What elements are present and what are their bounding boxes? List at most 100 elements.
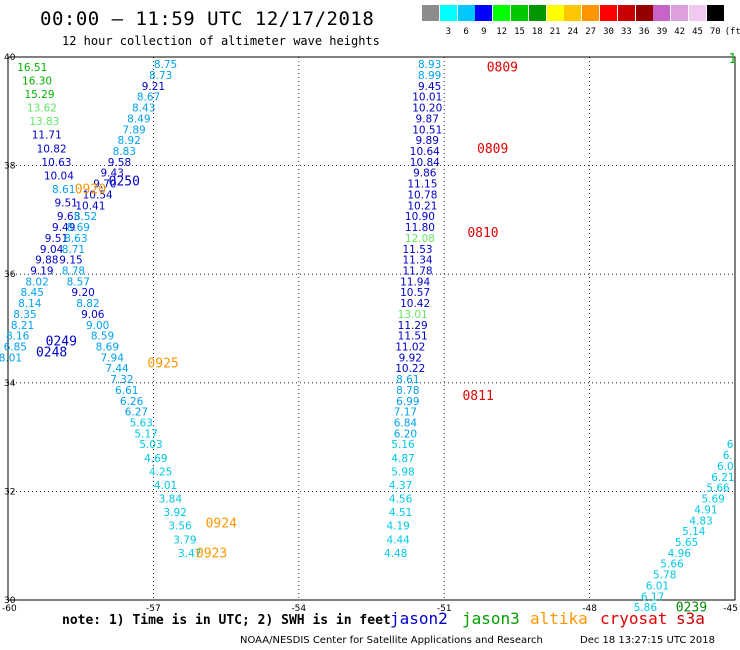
wave-height-value: 9.58: [108, 157, 131, 169]
wave-height-value: 7.89: [122, 124, 145, 136]
wave-height-value: 16.51: [17, 62, 47, 74]
wave-height-value: 4.83: [689, 515, 712, 527]
wave-height-value: 13.83: [29, 116, 59, 128]
wave-height-value: 9.87: [416, 113, 439, 125]
wave-height-value: 16.30: [22, 75, 52, 87]
wave-height-value: 12.08: [405, 233, 435, 245]
wave-height-value: 8.61: [52, 184, 75, 196]
wave-height-value: 10.41: [75, 200, 105, 212]
lon-axis-label: -45: [723, 604, 738, 614]
legend-tick-label: 70: [709, 27, 721, 37]
wave-height-value: 6: [727, 439, 734, 451]
wave-height-value: 5.78: [653, 570, 676, 582]
wave-height-value: 5.65: [675, 537, 698, 549]
wave-height-value: 8.69: [67, 222, 90, 234]
wave-height-value: 6.: [723, 450, 733, 462]
legend-tick-label: 42: [674, 27, 686, 37]
wave-height-value: 8.45: [21, 287, 44, 299]
wave-height-value: 8.16: [6, 331, 30, 343]
lon-axis-label: -54: [291, 604, 306, 614]
wave-height-value: 3.79: [173, 534, 196, 546]
wave-height-value: 8.73: [149, 70, 172, 82]
wave-height-value: 10.78: [407, 189, 437, 201]
wave-height-value: 11.94: [400, 276, 430, 288]
lat-axis-label: 30: [4, 596, 16, 606]
legend-swatch: [653, 5, 671, 21]
legend-swatch: [493, 5, 511, 21]
lon-axis-label: -51: [437, 604, 452, 614]
wave-height-value: 8.14: [18, 298, 42, 310]
wave-height-value: 5.98: [391, 466, 414, 478]
wave-height-value: 10.01: [412, 92, 442, 104]
wave-height-value: 11.34: [403, 255, 433, 267]
wave-height-value: 5.86: [634, 602, 658, 614]
pass-time-label: 0924: [206, 516, 237, 531]
wave-height-value: 4.19: [386, 521, 409, 533]
wave-height-value: 11.53: [403, 244, 433, 256]
pass-time-label: 0809: [477, 142, 508, 157]
wave-height-value: 3.56: [168, 521, 192, 533]
wave-height-value: 6.26: [120, 396, 144, 408]
wave-height-value: 6.84: [394, 418, 418, 430]
wave-height-value: 11.29: [398, 320, 428, 332]
wave-height-value: 4.51: [389, 507, 412, 519]
pass-time-label: 0248: [36, 345, 67, 360]
legend-swatch: [600, 5, 617, 21]
wave-height-value: 9.06: [81, 309, 105, 321]
wave-height-value: 8.35: [13, 309, 36, 321]
wave-height-value: 4.96: [668, 548, 692, 560]
legend-swatch: [546, 5, 564, 21]
legend-swatch: [475, 5, 493, 21]
wave-height-value: 10.63: [41, 157, 71, 169]
satellite-key-item: s3a: [676, 609, 705, 628]
legend-tick-label: 24: [567, 27, 579, 37]
lat-axis-label: 32: [4, 487, 15, 497]
wave-height-value: 3.84: [159, 494, 183, 506]
lat-axis-label: 38: [4, 162, 16, 172]
legend-tick-label: 27: [585, 27, 597, 37]
wave-height-value: 10.21: [407, 200, 437, 212]
timestamp-text: Dec 18 13:27:15 UTC 2018: [580, 635, 715, 646]
wave-height-value: 9.51: [54, 198, 77, 210]
wave-height-value: 9.51: [45, 233, 68, 245]
legend-swatch: [528, 5, 546, 21]
wave-height-value: 9.88: [35, 255, 58, 267]
wave-height-value: 8.63: [64, 233, 87, 245]
wave-height-value: 10.04: [44, 170, 74, 182]
wave-height-value: 9.89: [416, 135, 439, 147]
wave-height-value: 8.02: [25, 276, 48, 288]
wave-height-value: 6.61: [115, 385, 138, 397]
wave-height-value: 10.22: [395, 363, 425, 375]
wave-height-value: 5.66: [660, 559, 684, 571]
wave-height-value: 9.70: [93, 179, 116, 191]
pass-time-label: 1: [729, 52, 737, 67]
wave-height-value: 10.64: [410, 146, 440, 158]
wave-height-value: 10.57: [400, 287, 430, 299]
wave-height-value: 5.69: [701, 494, 724, 506]
wave-height-value: 11.02: [395, 342, 425, 354]
wave-height-value: 9.92: [399, 352, 422, 364]
wave-height-value: 10.90: [405, 211, 435, 223]
pass-time-label: 0809: [487, 60, 518, 75]
pass-time-label: 0920: [75, 183, 106, 198]
wave-height-value: 6.01: [646, 580, 669, 592]
wave-height-value: 9.21: [142, 81, 165, 93]
wave-height-value: 4.87: [391, 453, 414, 465]
legend-tick-label: 12: [496, 27, 508, 37]
wave-height-value: 9.00: [86, 320, 109, 332]
wave-height-value: 9.04: [40, 244, 64, 256]
wave-height-value: 8.75: [154, 59, 177, 71]
wave-height-value: 5.66: [706, 483, 730, 495]
legend-tick-label: 6: [463, 27, 469, 37]
wave-height-value: 5.14: [682, 526, 706, 538]
lon-axis-label: -57: [146, 604, 161, 614]
legend-tick-label: 45: [692, 27, 703, 37]
wave-height-value: 10.54: [83, 189, 113, 201]
wave-height-value: 8.52: [74, 211, 97, 223]
wave-height-value: 8.67: [137, 92, 160, 104]
satellite-key-item: cryosat: [600, 609, 668, 628]
wave-height-value: 6.85: [4, 342, 27, 354]
wave-height-value: 4.37: [389, 480, 412, 492]
wave-height-value: 5.16: [391, 439, 415, 451]
